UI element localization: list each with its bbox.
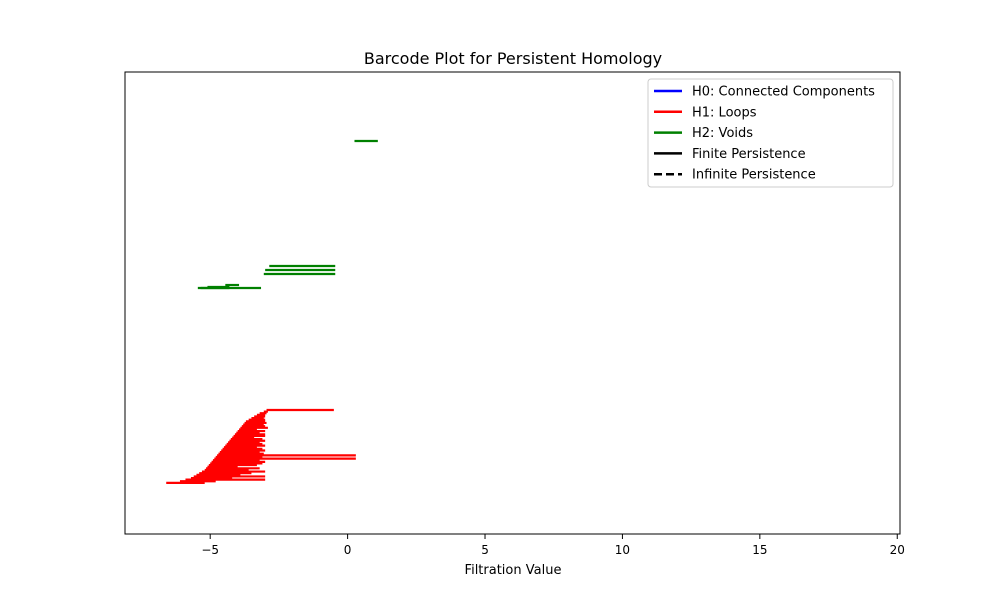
legend-label: Infinite Persistence — [692, 168, 816, 183]
legend-items: H0: Connected Components H1: Loops H2: Voi… — [654, 85, 875, 183]
legend-frame — [647, 78, 894, 188]
plot-area-frame — [124, 71, 901, 535]
legend-label: H0: Connected Components — [692, 85, 875, 100]
x-tick-label: 20 — [890, 543, 905, 557]
x-axis-ticks: −5 0 5 10 15 20 — [201, 534, 905, 557]
x-tick-label: 10 — [615, 543, 630, 557]
chart-title: Barcode Plot for Persistent Homology — [364, 49, 662, 68]
legend: H0: Connected Components H1: Loops H2: Voi… — [647, 78, 894, 188]
legend-label: Finite Persistence — [692, 147, 806, 162]
x-tick-label: 15 — [752, 543, 767, 557]
x-axis-label: Filtration Value — [465, 563, 562, 578]
legend-label: H2: Voids — [692, 126, 753, 141]
x-tick-label: 5 — [481, 543, 489, 557]
bars-layer — [166, 139, 378, 484]
x-tick-label: 0 — [344, 543, 352, 557]
legend-label: H1: Loops — [692, 105, 757, 120]
x-tick-label: −5 — [201, 543, 219, 557]
